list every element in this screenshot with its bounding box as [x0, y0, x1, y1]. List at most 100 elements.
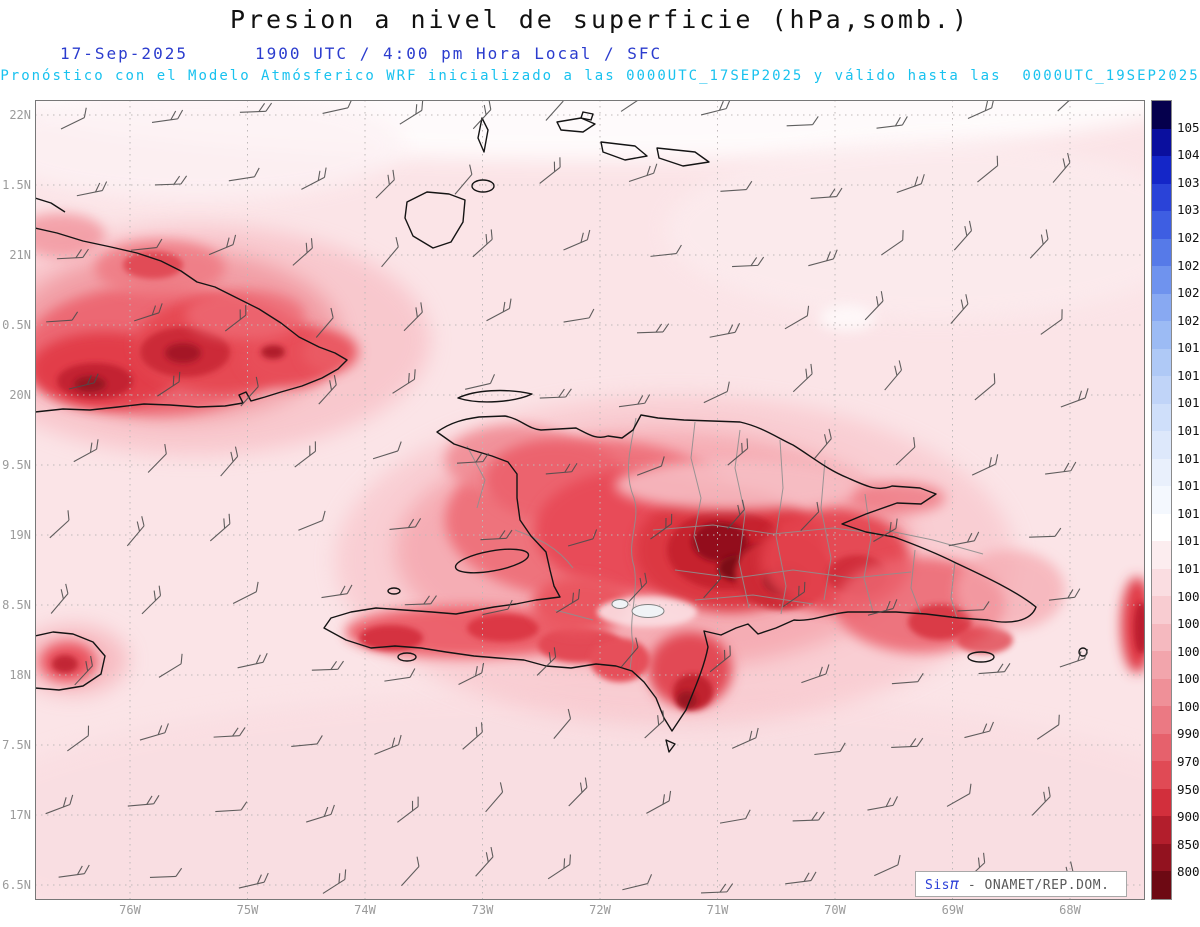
colorbar-tick-label: 850: [1177, 836, 1200, 852]
colorbar-tick-label: 1012: [1177, 533, 1200, 549]
colorbar-cell: [1152, 678, 1171, 707]
coastline-saona: [967, 651, 995, 663]
colorbar-tick-label: 1008: [1177, 588, 1200, 604]
lat-tick-label: 19N: [9, 528, 31, 542]
coastline-great-inagua: [404, 191, 466, 249]
colorbar-cell: [1152, 266, 1171, 294]
colorbar-tick-label: 1013: [1177, 505, 1200, 521]
lat-tick-label: 6.5N: [2, 878, 31, 892]
lon-tick-label: 72W: [589, 903, 611, 917]
colorbar-cell: [1152, 733, 1171, 762]
colorbar-tick-label: 1000: [1177, 698, 1200, 714]
colorbar-cell: [1152, 458, 1171, 487]
coastline-top-islet: [580, 111, 594, 121]
lon-tick-label: 70W: [824, 903, 846, 917]
colorbar-tick-label: 1004: [1177, 643, 1200, 659]
colorbar-tick-label: 1030: [1177, 202, 1200, 218]
colorbar-tick-label: 1050: [1177, 119, 1200, 135]
colorbar-tick-label: 970: [1177, 754, 1200, 770]
colorbar-tick-label: 990: [1177, 726, 1200, 742]
colorbar-cell: [1152, 431, 1171, 459]
lat-tick-label: 0.5N: [2, 318, 31, 332]
colorbar-cell: [1152, 293, 1171, 322]
colorbar: [1151, 100, 1172, 900]
colorbar-tick-label: 1038: [1177, 174, 1200, 190]
lon-tick-label: 75W: [236, 903, 259, 917]
colorbar-tick-label: 1022: [1177, 285, 1200, 301]
colorbar-tick-label: 1017: [1177, 395, 1200, 411]
colorbar-cell: [1152, 623, 1171, 652]
lat-tick-label: 21N: [9, 248, 31, 262]
coastline-beata: [665, 739, 676, 753]
colorbar-cell: [1152, 376, 1171, 404]
colorbar-cell: [1152, 128, 1171, 157]
colorbar-cell: [1152, 238, 1171, 267]
lat-tick-label: 8.5N: [2, 598, 31, 612]
colorbar-tick-label: 1006: [1177, 616, 1200, 632]
lat-tick-label: 18N: [9, 668, 31, 682]
map-canvas: [35, 100, 1145, 900]
lat-tick-label: 17N: [9, 808, 31, 822]
colorbar-tick-label: 950: [1177, 781, 1200, 797]
model-init-line: Pronóstico con el Modelo Atmósferico WRF…: [0, 68, 1200, 84]
colorbar-cell: [1152, 596, 1171, 624]
coastline-little-inagua: [471, 179, 495, 193]
coastline-gonave: [454, 548, 530, 574]
credit-sis: Sis: [925, 878, 950, 893]
coastlines: [35, 111, 1088, 753]
colorbar-cell: [1152, 183, 1171, 212]
colorbar-cell: [1152, 101, 1171, 129]
map-area: [35, 100, 1145, 900]
colorbar-tick-label: 900: [1177, 809, 1200, 825]
colorbar-tick-label: 1016: [1177, 423, 1200, 439]
coastline-tortuga: [457, 389, 533, 403]
colorbar-tick-label: 1018: [1177, 367, 1200, 383]
colorbar-tick-label: 1020: [1177, 312, 1200, 328]
colorbar-cell: [1152, 513, 1171, 542]
forecast-date: 17-Sep-2025: [60, 44, 188, 63]
lat-tick-label: 1.5N: [2, 178, 31, 192]
lon-tick-label: 73W: [471, 903, 494, 917]
colorbar-tick-label: 1028: [1177, 229, 1200, 245]
colorbar-cell: [1152, 403, 1171, 432]
colorbar-tick-label: 1002: [1177, 671, 1200, 687]
coastline-acklins-islet: [477, 117, 489, 153]
coastline-caicos-west: [556, 117, 596, 133]
pressure-shading-layer: [35, 100, 1145, 900]
coastline-jamaica: [35, 631, 106, 691]
coastline-turks: [656, 147, 710, 167]
colorbar-tick-label: 1014: [1177, 478, 1200, 494]
colorbar-cell: [1152, 321, 1171, 349]
lon-tick-label: 74W: [354, 903, 376, 917]
coastline-hispaniola: [323, 414, 1037, 732]
colorbar-cell: [1152, 761, 1171, 789]
lat-tick-label: 22N: [9, 108, 31, 122]
gridlines-layer: [35, 100, 1145, 900]
colorbar-cell: [1152, 568, 1171, 597]
lon-tick-label: 68W: [1059, 903, 1081, 917]
coastline-ile-a-vache: [397, 652, 417, 662]
coastline-cuba-north-fragment: [35, 197, 66, 213]
colorbar-tick-label: 1040: [1177, 147, 1200, 163]
coastline-caicos-east: [600, 141, 648, 161]
lon-tick-label: 69W: [941, 903, 964, 917]
lat-tick-label: 7.5N: [2, 738, 31, 752]
colorbar-cell: [1152, 486, 1171, 514]
map-frame: [35, 100, 1145, 900]
lat-tick-label: 9.5N: [2, 458, 31, 472]
colorbar-cell: [1152, 541, 1171, 569]
lon-tick-label: 76W: [119, 903, 141, 917]
colorbar-cell: [1152, 651, 1171, 679]
valid-time-label: 1900 UTC / 4:00 pm Hora Local / SFC: [255, 44, 663, 63]
colorbar-cell: [1152, 156, 1171, 184]
colorbar-tick-label: 1019: [1177, 340, 1200, 356]
lon-tick-label: 71W: [706, 903, 729, 917]
colorbar-cell: [1152, 816, 1171, 844]
credit-org: - ONAMET/REP.DOM.: [959, 878, 1110, 893]
colorbar-tick-label: 800: [1177, 864, 1200, 880]
credit-pi-icon: π: [949, 875, 960, 893]
colorbar-cell: [1152, 788, 1171, 817]
colorbar-cell: [1152, 211, 1171, 239]
lat-tick-label: 20N: [9, 388, 31, 402]
